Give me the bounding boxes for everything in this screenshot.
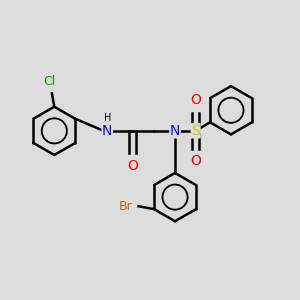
Text: O: O xyxy=(127,159,138,173)
Text: H: H xyxy=(103,112,111,123)
Text: Br: Br xyxy=(119,200,133,213)
Text: S: S xyxy=(191,124,200,138)
Text: O: O xyxy=(190,154,201,168)
Text: N: N xyxy=(170,124,180,138)
Text: Cl: Cl xyxy=(44,75,56,88)
Text: O: O xyxy=(190,93,201,107)
Text: N: N xyxy=(102,124,112,138)
